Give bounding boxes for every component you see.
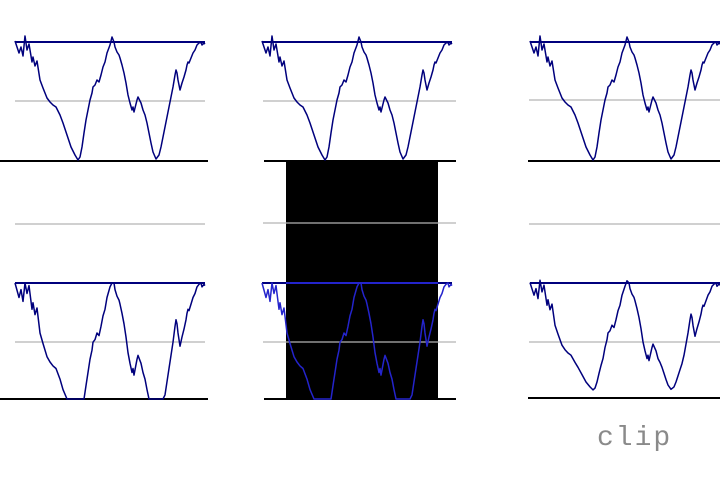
waveform-bottom-right bbox=[529, 279, 720, 391]
signal-baselines bbox=[0, 160, 720, 400]
clip-label: clip bbox=[597, 423, 673, 454]
waveforms bbox=[14, 35, 720, 400]
waveform-top-right bbox=[529, 35, 720, 161]
waveform-bottom-left bbox=[14, 282, 206, 400]
clipped-region-rect bbox=[286, 162, 438, 398]
waveform-top-left bbox=[14, 35, 206, 161]
waveform-bottom-middle bbox=[261, 282, 453, 400]
zero-lines bbox=[15, 99, 720, 343]
waveform-top-middle bbox=[261, 35, 453, 161]
